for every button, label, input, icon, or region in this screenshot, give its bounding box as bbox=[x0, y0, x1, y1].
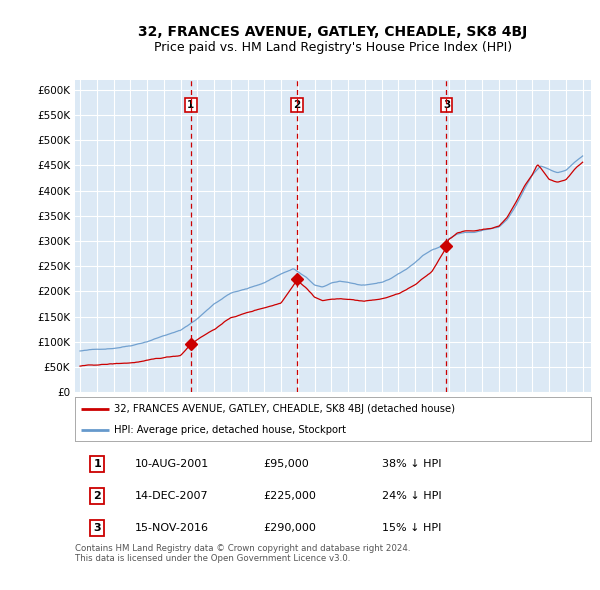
Text: 15% ↓ HPI: 15% ↓ HPI bbox=[382, 523, 442, 533]
Text: 3: 3 bbox=[443, 100, 450, 110]
Text: 15-NOV-2016: 15-NOV-2016 bbox=[134, 523, 208, 533]
Text: 24% ↓ HPI: 24% ↓ HPI bbox=[382, 491, 442, 501]
Text: 2: 2 bbox=[293, 100, 301, 110]
Text: 10-AUG-2001: 10-AUG-2001 bbox=[134, 459, 209, 468]
Text: 32, FRANCES AVENUE, GATLEY, CHEADLE, SK8 4BJ: 32, FRANCES AVENUE, GATLEY, CHEADLE, SK8… bbox=[139, 25, 527, 40]
Text: Price paid vs. HM Land Registry's House Price Index (HPI): Price paid vs. HM Land Registry's House … bbox=[154, 41, 512, 54]
Text: 32, FRANCES AVENUE, GATLEY, CHEADLE, SK8 4BJ (detached house): 32, FRANCES AVENUE, GATLEY, CHEADLE, SK8… bbox=[114, 404, 455, 414]
Text: 14-DEC-2007: 14-DEC-2007 bbox=[134, 491, 208, 501]
Text: Contains HM Land Registry data © Crown copyright and database right 2024.
This d: Contains HM Land Registry data © Crown c… bbox=[75, 544, 410, 563]
Text: 38% ↓ HPI: 38% ↓ HPI bbox=[382, 459, 442, 468]
Text: HPI: Average price, detached house, Stockport: HPI: Average price, detached house, Stoc… bbox=[114, 425, 346, 435]
Text: 1: 1 bbox=[94, 459, 101, 468]
Text: 1: 1 bbox=[187, 100, 194, 110]
Text: £290,000: £290,000 bbox=[263, 523, 316, 533]
Text: £225,000: £225,000 bbox=[263, 491, 316, 501]
Text: 2: 2 bbox=[94, 491, 101, 501]
Text: £95,000: £95,000 bbox=[263, 459, 309, 468]
Text: 3: 3 bbox=[94, 523, 101, 533]
